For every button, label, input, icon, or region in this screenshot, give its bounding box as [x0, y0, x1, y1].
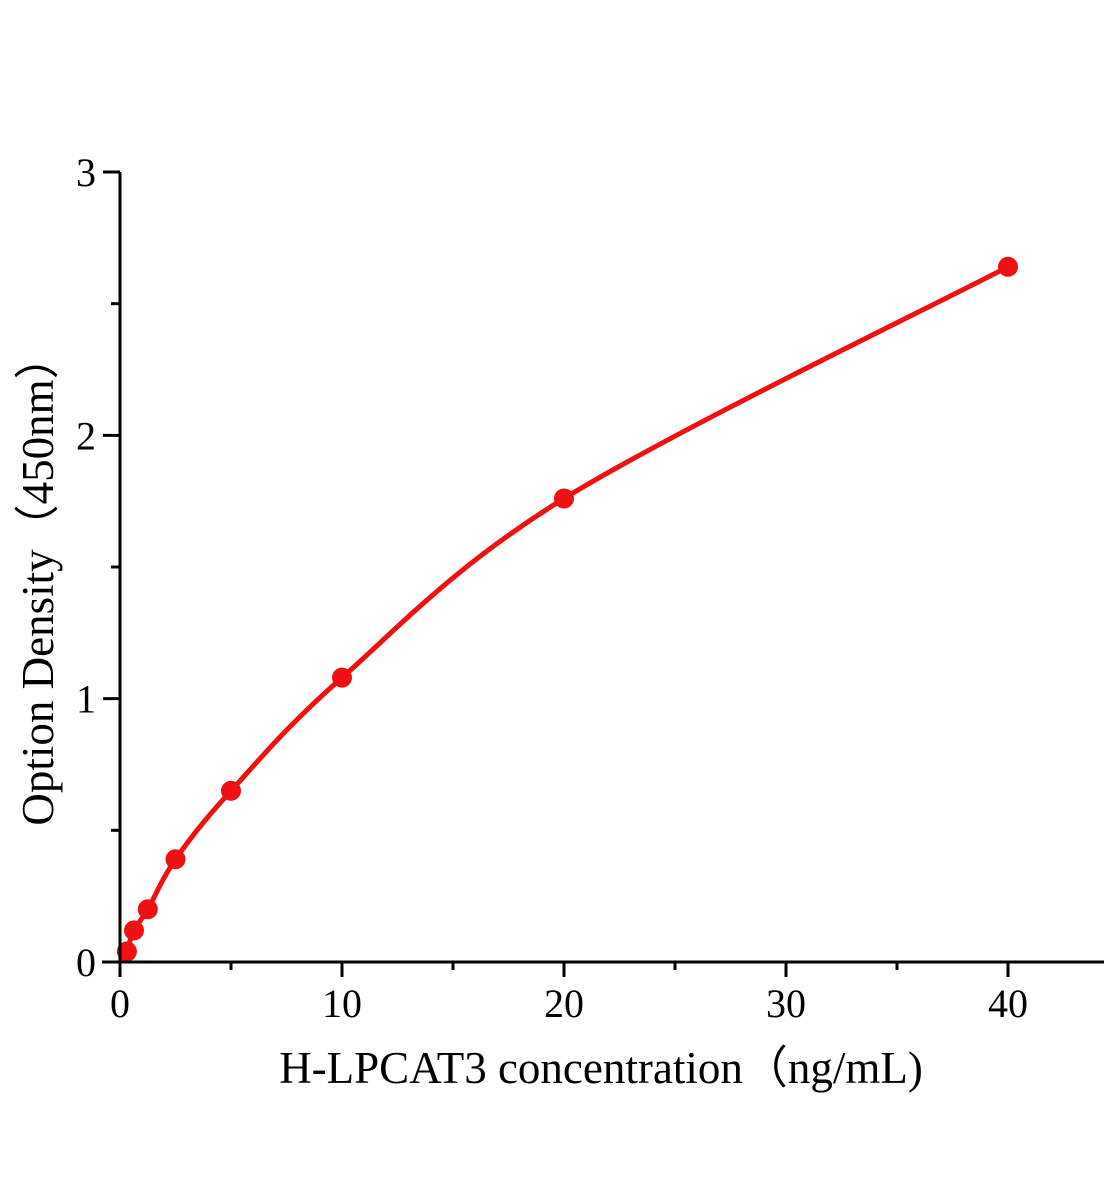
x-tick-label: 20	[544, 981, 584, 1026]
data-point-marker	[137, 899, 158, 920]
x-tick-label: 0	[110, 981, 130, 1026]
data-point-marker	[124, 920, 144, 941]
x-tick-label: 40	[988, 981, 1028, 1026]
y-tick-label: 2	[76, 413, 96, 458]
data-point-marker	[998, 256, 1018, 277]
x-axis-title: H-LPCAT3 concentration（ng/mL)	[279, 1043, 923, 1093]
standard-curve-line	[124, 264, 1010, 953]
y-axis-title: Option Density（450nm）	[13, 334, 63, 825]
axis-layer: 0 10 20 30 40 0 1 2 3	[76, 150, 1104, 1026]
data-point-marker	[554, 488, 574, 509]
data-point-marker	[332, 667, 352, 688]
x-tick-label: 30	[766, 981, 806, 1026]
data-point-marker	[221, 780, 241, 801]
data-point-marker	[116, 941, 137, 962]
y-tick-label: 3	[76, 150, 96, 195]
data-point-marker	[165, 849, 186, 870]
y-tick-label: 0	[76, 940, 96, 985]
x-tick-label: 10	[322, 981, 362, 1026]
y-tick-label: 1	[76, 677, 96, 722]
curve-layer	[116, 256, 1018, 962]
